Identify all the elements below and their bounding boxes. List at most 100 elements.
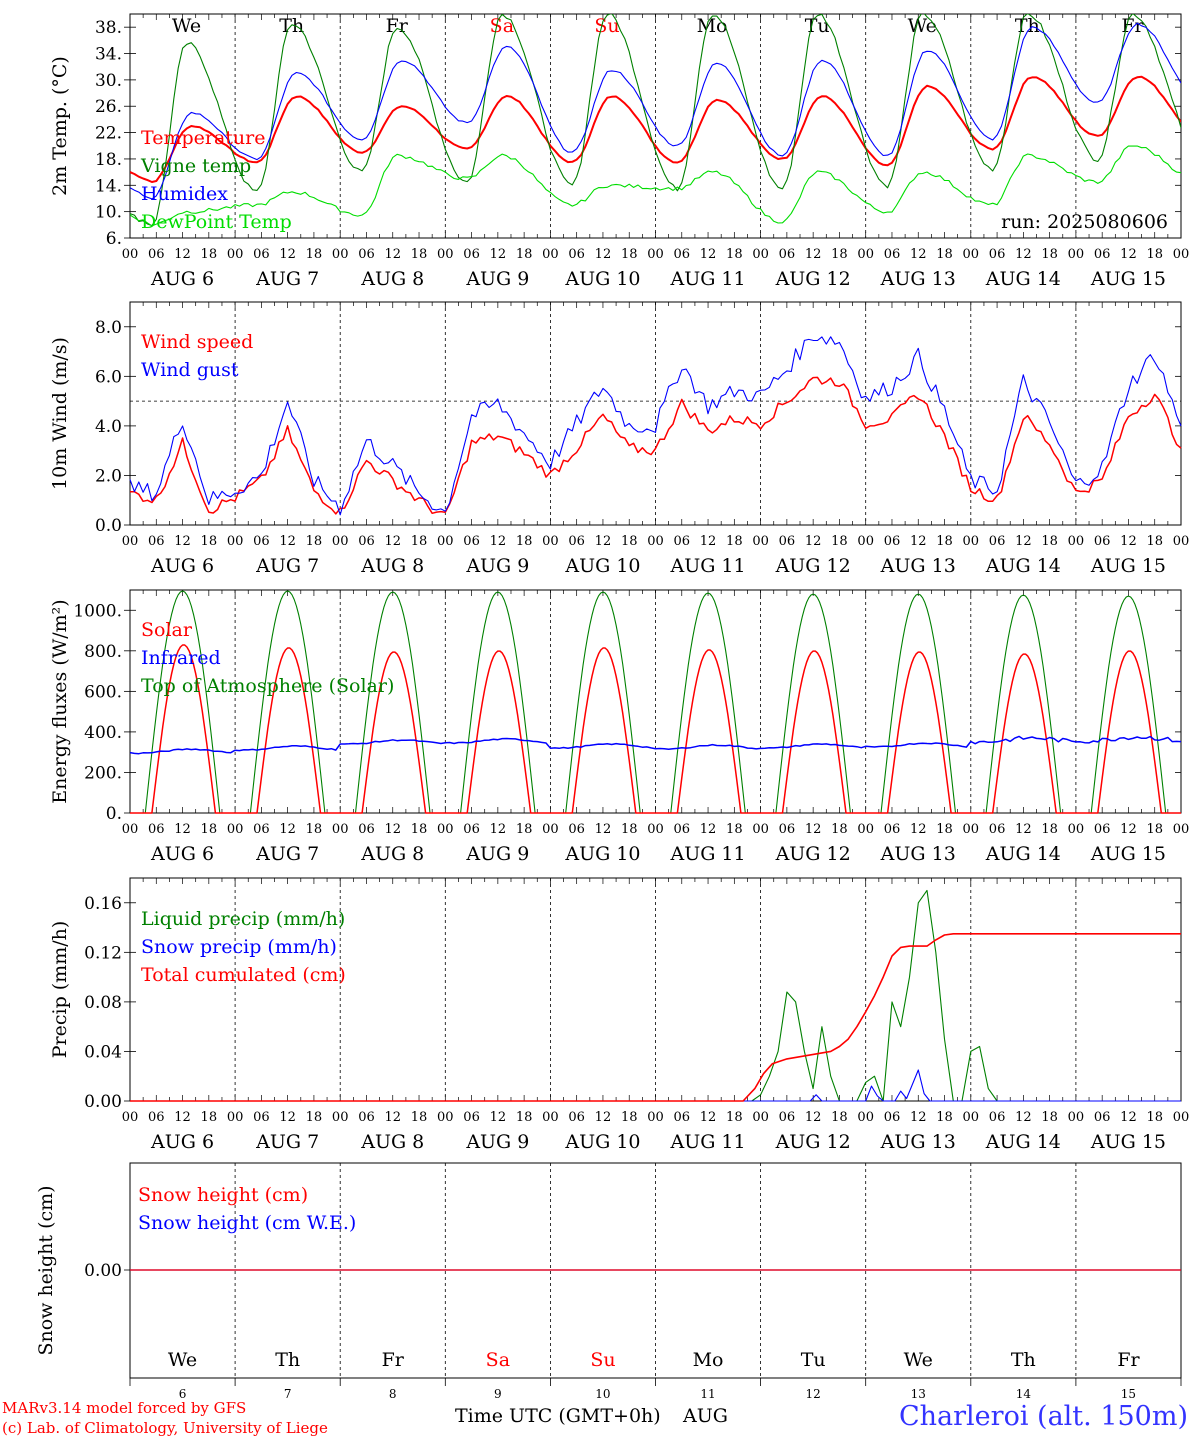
hour-tick-label: 00 [542, 534, 559, 549]
hour-tick-label: 18 [936, 247, 953, 262]
hour-tick-label: 12 [910, 534, 927, 549]
hour-tick-label: 06 [989, 534, 1006, 549]
hour-tick-label: 00 [963, 1110, 980, 1125]
weekday-label: Fr [382, 1349, 405, 1371]
hour-tick-label: 18 [1041, 534, 1058, 549]
hour-tick-label: 12 [805, 534, 822, 549]
hour-tick-label: 18 [411, 534, 428, 549]
y-axis-label: Energy fluxes (W/m²) [49, 599, 71, 803]
hour-tick-label: 18 [726, 247, 743, 262]
legend-total-cumulated-cm-: Total cumulated (cm) [141, 964, 346, 986]
weekday-label: Tu [805, 15, 830, 37]
hour-tick-label: 12 [174, 247, 191, 262]
y-tick-label: 600. [84, 682, 122, 702]
series-snow-precip-mm-h- [130, 1069, 1181, 1102]
date-label: AUG 13 [880, 843, 956, 865]
hour-tick-label: 00 [857, 1110, 874, 1125]
series-dewpoint-temp [130, 145, 1181, 227]
date-label: AUG 11 [669, 843, 745, 865]
hour-tick-label: 06 [148, 534, 165, 549]
date-label: AUG 8 [360, 555, 424, 577]
y-tick-label: 4.0 [95, 417, 122, 437]
hour-tick-label: 18 [621, 247, 638, 262]
weekday-label: We [168, 1349, 197, 1371]
hour-tick-label: 18 [936, 534, 953, 549]
hour-tick-label: 12 [700, 822, 717, 837]
date-label: AUG 13 [880, 555, 956, 577]
day-number-label: 13 [911, 1387, 926, 1401]
day-number-label: 7 [284, 1387, 292, 1401]
day-number-label: 14 [1016, 1387, 1032, 1401]
hour-tick-label: 06 [1094, 534, 1111, 549]
panel-frame [129, 589, 1182, 814]
hour-tick-label: 18 [621, 534, 638, 549]
hour-tick-label: 00 [647, 1110, 664, 1125]
series-infrared [129, 735, 1182, 755]
date-label: AUG 14 [985, 555, 1061, 577]
date-label: AUG 11 [669, 268, 745, 290]
weekday-label: Su [590, 1349, 615, 1371]
hour-tick-label: 06 [674, 1110, 691, 1125]
hour-tick-label: 06 [358, 1110, 375, 1125]
date-label: AUG 9 [465, 555, 529, 577]
hour-tick-label: 00 [1068, 1110, 1085, 1125]
date-label: AUG 12 [775, 268, 851, 290]
y-tick-label: 0.04 [84, 1042, 122, 1062]
hour-tick-label: 06 [463, 822, 480, 837]
hour-tick-label: 18 [1041, 1110, 1058, 1125]
hour-tick-label: 06 [989, 1110, 1006, 1125]
panel-3: 00 06 12 18 00 06 12 18 00 06 12 18 00 06 12 18 00 06 12 18… [49, 589, 1190, 865]
hour-tick-label: 00 [332, 1110, 349, 1125]
hour-tick-label: 18 [1041, 247, 1058, 262]
hour-tick-label: 18 [201, 247, 218, 262]
hour-tick-label: 12 [910, 822, 927, 837]
hour-tick-label: 06 [884, 822, 901, 837]
legend-snow-height-cm-w-e-: Snow height (cm W.E.) [138, 1212, 356, 1234]
hour-tick-label: 18 [201, 1110, 218, 1125]
hour-tick-label: 12 [700, 534, 717, 549]
hour-tick-label: 18 [936, 1110, 953, 1125]
hour-tick-label: 18 [726, 822, 743, 837]
date-label: AUG 10 [564, 555, 640, 577]
date-label: AUG 11 [669, 555, 745, 577]
hour-tick-label: 06 [463, 534, 480, 549]
weekday-label: Th [275, 1349, 300, 1371]
y-tick-label: 10. [95, 203, 122, 223]
hour-tick-label: 12 [1015, 247, 1032, 262]
hour-tick-label: 18 [1146, 247, 1163, 262]
hour-tick-label: 00 [122, 822, 139, 837]
weekday-label: We [908, 15, 937, 37]
x-axis-title: Time UTC (GMT+0h) [455, 1405, 661, 1427]
hour-tick-label: 06 [779, 1110, 796, 1125]
hour-tick-label: 00 [542, 1110, 559, 1125]
series-wind-speed [130, 376, 1182, 515]
y-tick-label: 800. [84, 642, 122, 662]
hour-tick-label: 00 [1173, 1110, 1190, 1125]
hour-tick-label: 06 [989, 247, 1006, 262]
hour-tick-label: 06 [253, 534, 270, 549]
hour-tick-label: 00 [1173, 822, 1190, 837]
hour-tick-label: 06 [253, 1110, 270, 1125]
hour-tick-label: 18 [1146, 534, 1163, 549]
legend-snow-height-cm-: Snow height (cm) [138, 1184, 308, 1206]
hour-tick-label: 12 [700, 247, 717, 262]
series-vigne-temp [130, 14, 1181, 227]
hour-tick-label: 00 [332, 822, 349, 837]
panel-5: 0.00 Snow height (cm) We 6 Th 7 Fr 8 Sa 9 Su 10 Mo 11… [35, 1162, 1182, 1401]
hour-tick-label: 06 [358, 247, 375, 262]
hour-tick-label: 00 [1068, 247, 1085, 262]
date-label: AUG 10 [564, 268, 640, 290]
hour-tick-label: 06 [568, 1110, 585, 1125]
date-label: AUG 14 [985, 843, 1061, 865]
y-tick-label: 6.0 [95, 367, 122, 387]
hour-tick-label: 06 [884, 534, 901, 549]
date-label: AUG 6 [150, 555, 214, 577]
hour-tick-label: 00 [647, 534, 664, 549]
hour-tick-label: 12 [174, 822, 191, 837]
hour-tick-label: 12 [595, 534, 612, 549]
day-number-label: 9 [494, 1387, 502, 1401]
hour-tick-label: 00 [647, 247, 664, 262]
hour-tick-label: 06 [674, 534, 691, 549]
hour-tick-label: 12 [805, 1110, 822, 1125]
hour-tick-label: 06 [148, 247, 165, 262]
